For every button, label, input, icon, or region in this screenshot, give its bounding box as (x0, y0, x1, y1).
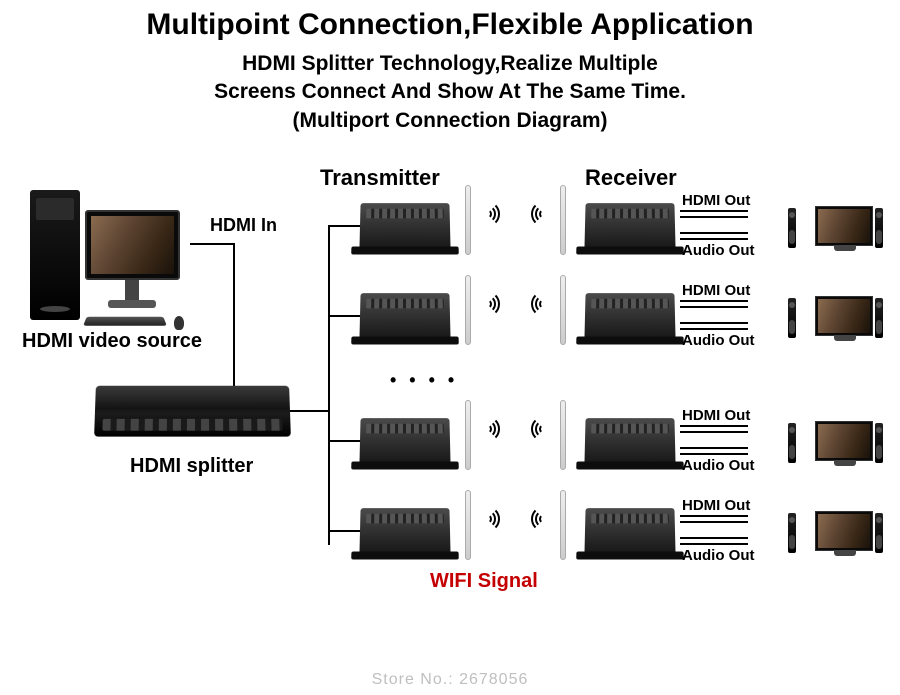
transmitter-device-icon (359, 508, 450, 554)
label-receiver: Receiver (585, 165, 677, 191)
tx-antenna-icon (465, 490, 471, 560)
monitor-stand (125, 280, 139, 302)
transmitter-device-icon (359, 293, 450, 339)
hdmi-out-line (680, 300, 748, 308)
speaker-right-icon (875, 513, 883, 553)
audio-out-line (680, 447, 748, 455)
pc-tower-icon (30, 190, 80, 320)
label-audio-out: Audio Out (682, 457, 754, 474)
trunk-v (328, 225, 330, 545)
subtitle-line-3: (Multiport Connection Diagram) (293, 109, 608, 132)
wifi-arcs-icon (475, 495, 499, 543)
cable-pc-splitter-h (190, 243, 235, 245)
hdmi-out-line (680, 210, 748, 218)
tx-antenna-icon (465, 185, 471, 255)
speaker-left-icon (788, 208, 796, 248)
wifi-arcs-icon (475, 190, 499, 238)
speaker-left-icon (788, 298, 796, 338)
mouse-icon (174, 316, 184, 330)
pc-monitor-icon (85, 210, 180, 280)
label-hdmi-out: HDMI Out (682, 407, 750, 424)
label-audio-out: Audio Out (682, 332, 754, 349)
label-splitter: HDMI splitter (130, 455, 253, 478)
ellipsis-icon: • • • • (390, 370, 458, 391)
wifi-arcs-icon (475, 405, 499, 453)
speaker-right-icon (875, 208, 883, 248)
subtitle-line-1: HDMI Splitter Technology,Realize Multipl… (242, 52, 658, 75)
receiver-device-icon (584, 203, 675, 249)
trunk-h (290, 410, 330, 412)
receiver-device-icon (584, 508, 675, 554)
rx-antenna-icon (560, 185, 566, 255)
receiver-device-icon (584, 418, 675, 464)
cable-pc-splitter-v (233, 243, 235, 398)
store-watermark: Store No.: 2678056 (0, 671, 900, 689)
rx-antenna-icon (560, 490, 566, 560)
wifi-arcs-icon (532, 190, 556, 238)
wifi-arcs-icon (532, 280, 556, 328)
speaker-right-icon (875, 298, 883, 338)
receiver-device-icon (584, 293, 675, 339)
transmitter-device-icon (359, 203, 450, 249)
keyboard-icon (83, 317, 167, 326)
tx-antenna-icon (465, 400, 471, 470)
rx-antenna-icon (560, 400, 566, 470)
branch-line (328, 225, 360, 227)
label-audio-out: Audio Out (682, 547, 754, 564)
subtitle-line-2: Screens Connect And Show At The Same Tim… (214, 80, 686, 103)
branch-line (328, 315, 360, 317)
wifi-arcs-icon (532, 495, 556, 543)
label-audio-out: Audio Out (682, 242, 754, 259)
pc-source (30, 190, 195, 330)
display-tv-icon (815, 296, 873, 336)
tx-antenna-icon (465, 275, 471, 345)
page-subtitle: HDMI Splitter Technology,Realize Multipl… (0, 50, 900, 135)
display-tv-icon (815, 511, 873, 551)
speaker-right-icon (875, 423, 883, 463)
hdmi-out-line (680, 425, 748, 433)
audio-out-line (680, 322, 748, 330)
label-wifi-signal: WIFI Signal (430, 570, 538, 593)
speaker-left-icon (788, 423, 796, 463)
label-transmitter: Transmitter (320, 165, 440, 191)
branch-line (328, 530, 360, 532)
display-tv-icon (815, 421, 873, 461)
page-title: Multipoint Connection,Flexible Applicati… (0, 0, 900, 42)
label-source: HDMI video source (22, 330, 202, 353)
hdmi-splitter-icon (94, 386, 291, 437)
transmitter-device-icon (359, 418, 450, 464)
branch-line (328, 440, 360, 442)
speaker-left-icon (788, 513, 796, 553)
audio-out-line (680, 537, 748, 545)
label-hdmi-out: HDMI Out (682, 497, 750, 514)
audio-out-line (680, 232, 748, 240)
display-tv-icon (815, 206, 873, 246)
hdmi-out-line (680, 515, 748, 523)
monitor-base (108, 300, 156, 308)
label-hdmi-out: HDMI Out (682, 192, 750, 209)
wifi-arcs-icon (475, 280, 499, 328)
connection-diagram: HDMI In HDMI video source HDMI splitter … (0, 170, 900, 650)
wifi-arcs-icon (532, 405, 556, 453)
label-hdmi-out: HDMI Out (682, 282, 750, 299)
label-hdmi-in: HDMI In (210, 215, 277, 236)
rx-antenna-icon (560, 275, 566, 345)
